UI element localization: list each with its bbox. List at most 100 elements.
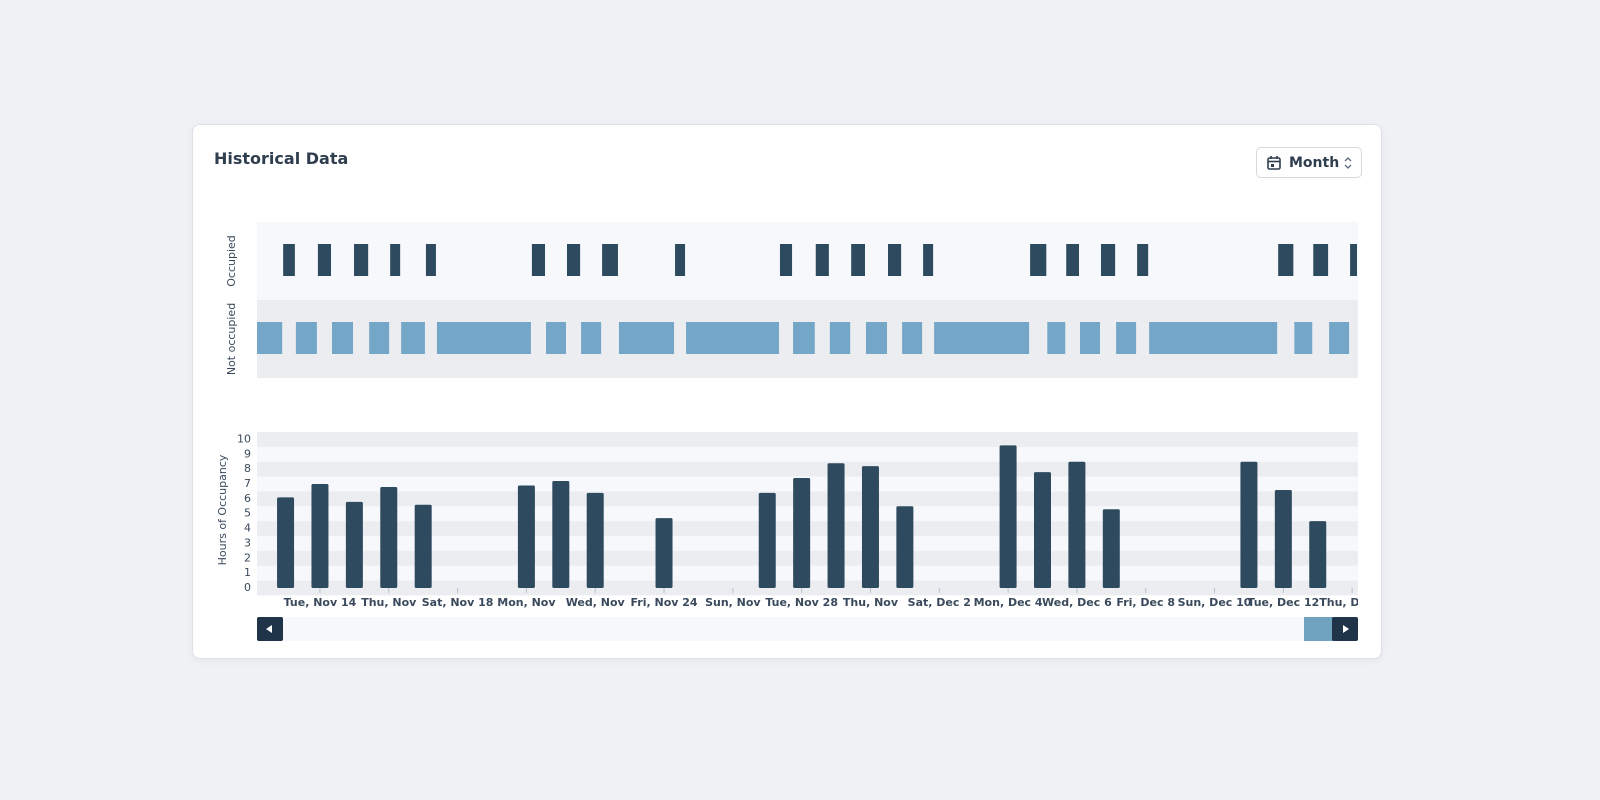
- occupied-segment: [888, 244, 902, 276]
- x-tick-labels: Tue, Nov 14 Thu, Nov Sat, Nov 18 Mon, Nov We…: [284, 596, 1358, 609]
- bar: [827, 463, 845, 588]
- vacant-segment: [1149, 322, 1278, 354]
- occupied-segment: [1100, 244, 1116, 276]
- y-tick-label: 2: [244, 551, 251, 564]
- y-tick-label: 1: [244, 566, 251, 579]
- x-tick-label: Fri, Nov 24: [630, 596, 697, 609]
- grid-band: [257, 461, 1358, 477]
- bar: [1274, 489, 1292, 588]
- vacant-segment: [865, 322, 888, 354]
- bar: [655, 518, 673, 588]
- bar: [414, 504, 432, 588]
- bar: [586, 492, 604, 588]
- x-tick-label: Thu, Nov: [843, 596, 899, 609]
- y-tick-label: 3: [244, 536, 251, 549]
- row-background: [257, 222, 1358, 300]
- bar: [1240, 461, 1258, 588]
- x-tick-label: Tue, Dec 12: [1247, 596, 1319, 609]
- card-title: Historical Data: [214, 149, 349, 168]
- x-tick-label: Sat, Nov 18: [422, 596, 494, 609]
- vacant-segment: [369, 322, 390, 354]
- x-tick-label: Tue, Nov 14: [284, 596, 357, 609]
- vacant-segment: [934, 322, 1030, 354]
- bar: [999, 445, 1017, 588]
- x-tick-label: Tue, Nov 28: [765, 596, 838, 609]
- calendar-icon: [1267, 156, 1281, 170]
- occupied-segment: [779, 244, 793, 276]
- y-tick-label: 10: [237, 432, 251, 445]
- x-tick-label: Fri, Dec 8: [1116, 596, 1175, 609]
- vacant-segment: [332, 322, 354, 354]
- occupied-segment: [602, 244, 618, 276]
- occupied-segment: [923, 244, 934, 276]
- occupied-segment: [1313, 244, 1329, 276]
- occupied-segment: [531, 244, 546, 276]
- arrow-left: [266, 625, 272, 633]
- vacant-segment: [1329, 322, 1350, 354]
- occupied-segment: [317, 244, 332, 276]
- vacant-segment: [1047, 322, 1066, 354]
- x-tick-label: Wed, Dec 6: [1042, 596, 1112, 609]
- occupied-segment: [675, 244, 686, 276]
- x-tick-label: Mon, Nov: [497, 596, 556, 609]
- y-tick-label: 4: [244, 522, 251, 535]
- bar: [1309, 521, 1327, 588]
- vacant-segment: [686, 322, 779, 354]
- bar: [1033, 472, 1051, 588]
- bar: [1068, 461, 1086, 588]
- vacant-segment: [1079, 322, 1100, 354]
- occupied-segment: [425, 244, 436, 276]
- x-tick-label: Thu, Nov: [361, 596, 417, 609]
- vacant-segment: [618, 322, 675, 354]
- y-tick-label: 5: [244, 507, 251, 520]
- scrollbar-thumb[interactable]: [1304, 617, 1334, 641]
- vacant-segment: [1294, 322, 1313, 354]
- vacant-segment: [295, 322, 317, 354]
- occupied-segment: [815, 244, 829, 276]
- occupied-segment: [1030, 244, 1047, 276]
- occupied-segment: [567, 244, 581, 276]
- bar: [277, 497, 295, 588]
- occupied-segment: [1350, 244, 1357, 276]
- grid-band: [257, 432, 1358, 447]
- bar: [861, 466, 879, 588]
- y-axis-title: Hours of Occupancy: [216, 454, 229, 565]
- occupied-segment: [1066, 244, 1079, 276]
- bar: [758, 492, 776, 588]
- x-tick-label: Mon, Dec 4: [974, 596, 1043, 609]
- x-tick-label: Sun, Nov: [705, 596, 761, 609]
- bar: [311, 484, 329, 588]
- vacant-segment: [581, 322, 602, 354]
- x-tick-label: Sun, Dec 10: [1178, 596, 1252, 609]
- occupied-segment: [851, 244, 865, 276]
- occupied-segment: [390, 244, 401, 276]
- bar: [1102, 509, 1120, 588]
- bar: [380, 486, 398, 588]
- vacant-segment: [793, 322, 815, 354]
- vacant-segment: [1116, 322, 1137, 354]
- occupied-segment: [354, 244, 369, 276]
- bar: [345, 501, 363, 588]
- occupied-segment: [1137, 244, 1149, 276]
- arrow-right: [1343, 625, 1349, 633]
- bar: [552, 481, 570, 588]
- bar: [517, 485, 535, 588]
- chevron-icon: [1344, 157, 1352, 169]
- x-tick-label: Sat, Dec 2: [908, 596, 971, 609]
- occupied-segment: [1278, 244, 1294, 276]
- y-tick-label: 7: [244, 477, 251, 490]
- scrollbar-track[interactable]: [257, 617, 1358, 641]
- y-tick-label: 8: [244, 462, 251, 475]
- vacant-segment: [257, 322, 283, 354]
- vacant-segment: [829, 322, 851, 354]
- y-tick-label: 6: [244, 492, 251, 505]
- range-button-label: Month: [1289, 155, 1340, 171]
- row-label: Not occupied: [225, 303, 238, 375]
- bar: [793, 478, 811, 588]
- y-tick-label: 0: [244, 581, 251, 594]
- bar: [896, 506, 914, 588]
- range-button[interactable]: Month: [1256, 147, 1362, 178]
- row-label: Occupied: [225, 235, 238, 287]
